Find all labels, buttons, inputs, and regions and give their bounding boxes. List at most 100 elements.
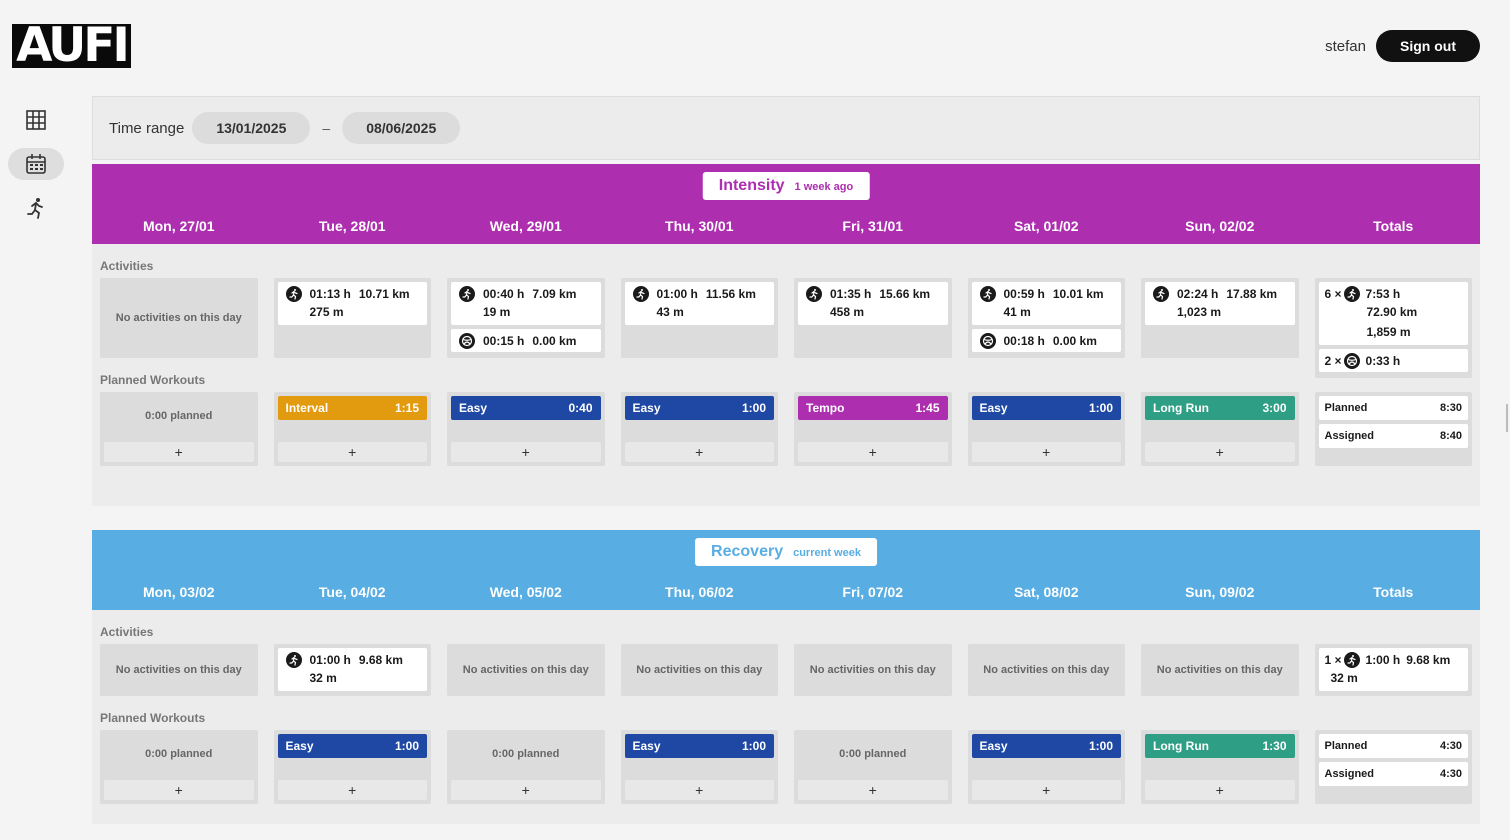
plan-total-value: 8:30 — [1439, 402, 1462, 414]
workout-chip[interactable]: Easy 1:00 — [624, 734, 774, 758]
activity-card[interactable]: 00:18 h 0.00 km — [971, 329, 1121, 352]
workout-duration: 1:45 — [915, 401, 940, 415]
activity-time: 00:15 h — [483, 334, 525, 348]
plan-totals-cell: Planned 4:30 Assigned 4:30 — [1314, 730, 1472, 804]
end-date-picker[interactable]: 08/06/2025 — [342, 112, 461, 144]
add-workout-button[interactable]: + — [277, 780, 427, 800]
workout-chip[interactable]: Interval 1:15 — [277, 396, 427, 420]
activity-card[interactable]: 01:00 h 11.56 km 43 m — [624, 282, 774, 325]
workout-chip[interactable]: Long Run 3:00 — [1145, 396, 1295, 420]
week-block-intensity: Intensity 1 week ago Mon, 27/01 Tue, 28/01 W… — [92, 164, 1480, 506]
run-icon — [632, 286, 649, 302]
day-header: Wed, 05/02 — [489, 584, 562, 600]
day-header: Sat, 08/02 — [1013, 584, 1079, 600]
grid-icon — [26, 110, 46, 130]
planned-cell: Interval 1:15 + — [273, 392, 431, 466]
activity-elevation: 275 m — [309, 305, 344, 319]
week-title: Intensity 1 week ago — [702, 172, 870, 200]
workout-icon — [1343, 353, 1360, 369]
day-header: Thu, 06/02 — [665, 584, 734, 600]
week-block-recovery: Recovery current week Mon, 03/02 Tue, 04/02… — [92, 530, 1480, 824]
planned-cell: Easy 1:00 + — [967, 392, 1125, 466]
workout-chip[interactable]: Easy 0:40 — [451, 396, 601, 420]
add-workout-button[interactable]: + — [451, 442, 601, 462]
workout-duration: 0:40 — [568, 401, 593, 415]
scroll-handle[interactable] — [1506, 404, 1508, 432]
start-date-picker[interactable]: 13/01/2025 — [192, 112, 311, 144]
activity-elevation: 458 m — [830, 305, 865, 319]
workout-name: Long Run — [1153, 401, 1209, 415]
activity-elevation: 41 m — [1003, 305, 1031, 319]
add-workout-button[interactable]: + — [798, 780, 948, 800]
activity-card[interactable]: 01:35 h 15.66 km 458 m — [798, 282, 948, 325]
add-workout-button[interactable]: + — [1145, 780, 1295, 800]
planned-cell: Easy 1:00 + — [967, 730, 1125, 804]
activity-card[interactable]: 00:59 h 10.01 km 41 m — [971, 282, 1121, 325]
plan-total-row: Planned 8:30 — [1318, 396, 1468, 420]
activity-distance: 0.00 km — [1052, 334, 1097, 348]
activity-count: 1 × — [1324, 653, 1342, 667]
planned-empty: 0:00 planned — [492, 748, 560, 760]
nav-item-calendar[interactable] — [8, 148, 64, 180]
activity-elevation: 43 m — [656, 305, 684, 319]
activity-elevation: 32 m — [309, 671, 337, 685]
total-time: 7:53 h — [1365, 287, 1401, 301]
activity-count: 2 × — [1324, 354, 1342, 368]
week-name: Intensity — [718, 177, 785, 194]
workout-chip[interactable]: Easy 1:00 — [277, 734, 427, 758]
activity-time: 01:00 h — [656, 287, 698, 301]
add-workout-button[interactable]: + — [798, 442, 948, 462]
day-header: Totals — [1373, 584, 1414, 600]
activities-cell: 00:40 h 7.09 km 19 m 00:15 h 0.00 km — [447, 278, 605, 358]
activity-card[interactable]: 02:24 h 17.88 km 1,023 m — [1145, 282, 1295, 325]
week-title: Recovery current week — [695, 538, 877, 566]
activities-cell: 00:59 h 10.01 km 41 m 00:18 h 0.00 km — [967, 278, 1125, 358]
add-workout-button[interactable]: + — [104, 780, 254, 800]
activity-card[interactable]: 00:15 h 0.00 km — [451, 329, 601, 352]
activity-total-card: 2 × 0:33 h — [1318, 349, 1468, 372]
run-icon — [1343, 286, 1360, 302]
username: stefan — [1325, 37, 1366, 55]
workout-chip[interactable]: Long Run 1:30 — [1145, 734, 1295, 758]
add-workout-button[interactable]: + — [624, 442, 774, 462]
no-activities-cell: No activities on this day — [794, 644, 952, 696]
plan-total-label: Planned — [1324, 740, 1368, 752]
add-workout-button[interactable]: + — [104, 442, 254, 462]
add-workout-button[interactable]: + — [971, 780, 1121, 800]
day-header: Totals — [1373, 218, 1414, 234]
activity-distance: 10.71 km — [358, 287, 410, 301]
workout-chip[interactable]: Easy 1:00 — [971, 396, 1121, 420]
add-workout-button[interactable]: + — [451, 780, 601, 800]
nav-item-running[interactable] — [8, 192, 64, 224]
activity-distance: 10.01 km — [1052, 287, 1104, 301]
activities-cell: 01:35 h 15.66 km 458 m — [794, 278, 952, 358]
activity-time: 02:24 h — [1177, 287, 1219, 301]
day-header: Mon, 27/01 — [142, 218, 215, 234]
add-workout-button[interactable]: + — [624, 780, 774, 800]
activity-card[interactable]: 01:13 h 10.71 km 275 m — [277, 282, 427, 325]
planned-cell: Easy 1:00 + — [620, 392, 778, 466]
day-header: Sun, 02/02 — [1185, 218, 1255, 234]
week-header: Intensity 1 week ago Mon, 27/01 Tue, 28/01 W… — [92, 164, 1480, 244]
date-separator: – — [322, 120, 331, 136]
activity-distance: 15.66 km — [879, 287, 931, 301]
plan-total-row: Assigned 8:40 — [1318, 424, 1468, 448]
workout-chip[interactable]: Easy 1:00 — [624, 396, 774, 420]
activity-time: 01:00 h — [309, 653, 351, 667]
activity-card[interactable]: 00:40 h 7.09 km 19 m — [451, 282, 601, 325]
workout-chip[interactable]: Easy 1:00 — [971, 734, 1121, 758]
day-header: Fri, 31/01 — [842, 218, 904, 234]
workout-duration: 1:00 — [741, 401, 766, 415]
workout-name: Long Run — [1153, 739, 1209, 753]
plan-total-value: 4:30 — [1439, 768, 1462, 780]
no-activities-cell: No activities on this day — [100, 278, 258, 358]
sidebar — [8, 104, 64, 236]
add-workout-button[interactable]: + — [277, 442, 427, 462]
add-workout-button[interactable]: + — [1145, 442, 1295, 462]
nav-item-grid[interactable] — [8, 104, 64, 136]
workout-chip[interactable]: Tempo 1:45 — [798, 396, 948, 420]
activity-card[interactable]: 01:00 h 9.68 km 32 m — [277, 648, 427, 691]
add-workout-button[interactable]: + — [971, 442, 1121, 462]
runner-icon — [27, 198, 43, 219]
sign-out-button[interactable]: Sign out — [1376, 30, 1480, 62]
